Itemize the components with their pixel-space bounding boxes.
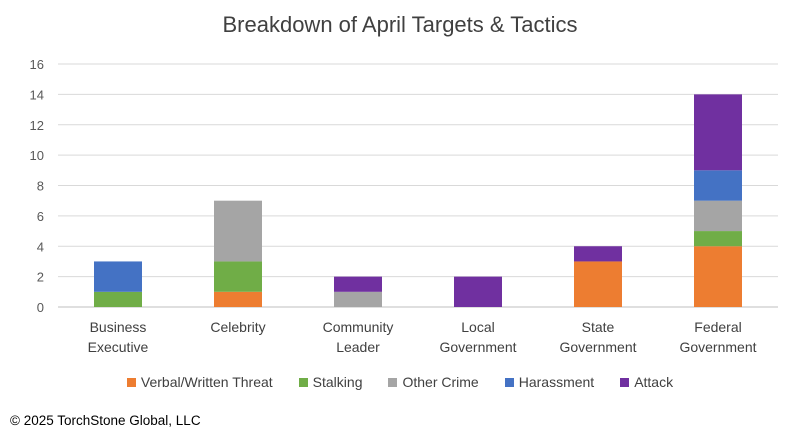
y-tick-label: 16 <box>30 57 44 72</box>
bar-segment <box>694 246 742 307</box>
y-tick-label: 12 <box>30 118 44 133</box>
x-category-label: Community <box>323 319 394 335</box>
bar-segment <box>694 170 742 201</box>
bar-segment <box>454 276 502 307</box>
legend-label: Attack <box>634 374 674 390</box>
x-category-label: State <box>582 319 615 335</box>
legend-label: Verbal/Written Threat <box>140 374 273 390</box>
y-tick-label: 10 <box>30 148 44 163</box>
legend-label: Other Crime <box>402 374 479 390</box>
y-tick-label: 8 <box>37 179 44 194</box>
x-category-label: Government <box>559 339 636 355</box>
x-category-label: Federal <box>694 319 741 335</box>
legend-swatch <box>388 377 398 387</box>
copyright-text: © 2025 TorchStone Global, LLC <box>10 413 201 428</box>
bar-segment <box>214 200 262 262</box>
legend-item: Attack <box>620 374 673 390</box>
bar-segment <box>694 94 742 171</box>
legend-swatch <box>620 377 630 387</box>
legend-item: Stalking <box>298 374 363 390</box>
bars <box>94 94 742 307</box>
bar-segment <box>214 261 262 292</box>
gridlines <box>58 63 778 308</box>
bar-segment <box>694 231 742 247</box>
bar-segment <box>334 291 382 307</box>
legend-item: Other Crime <box>388 374 479 390</box>
y-tick-label: 14 <box>30 87 44 102</box>
y-tick-label: 0 <box>37 300 44 315</box>
y-tick-label: 2 <box>37 270 44 285</box>
y-tick-label: 6 <box>37 209 44 224</box>
bar-segment <box>94 261 142 292</box>
legend-swatch <box>298 377 308 387</box>
bar-segment <box>694 200 742 232</box>
legend-label: Harassment <box>518 374 595 390</box>
x-category-label: Local <box>461 319 494 335</box>
bar-segment <box>94 291 142 307</box>
x-category-label: Leader <box>336 339 380 355</box>
x-category-label: Government <box>679 339 756 355</box>
bar-segment <box>574 246 622 262</box>
x-axis-categories: Business Executive Celebrity Community Leade… <box>88 319 757 355</box>
x-category-label: Executive <box>88 339 149 355</box>
y-tick-label: 4 <box>37 239 44 254</box>
x-category-label: Government <box>439 339 516 355</box>
x-category-label: Celebrity <box>210 319 265 335</box>
y-axis-ticks: 0 2 4 6 8 10 12 14 16 <box>30 57 44 315</box>
legend: Verbal/Written Threat Stalking Other Crime… <box>0 374 800 390</box>
bar-segment <box>214 291 262 307</box>
legend-item: Verbal/Written Threat <box>126 374 273 390</box>
x-category-label: Business <box>90 319 147 335</box>
legend-label: Stalking <box>312 374 363 390</box>
bar-segment <box>334 276 382 292</box>
legend-swatch <box>126 377 136 387</box>
bar-segment <box>574 261 622 307</box>
legend-swatch <box>504 377 514 387</box>
chart-title: Breakdown of April Targets & Tactics <box>222 12 578 37</box>
legend-item: Harassment <box>504 374 595 390</box>
